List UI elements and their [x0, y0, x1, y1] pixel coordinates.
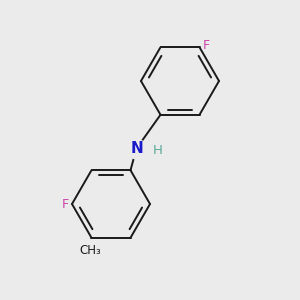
Text: F: F — [203, 39, 210, 52]
Text: CH₃: CH₃ — [79, 244, 101, 257]
Text: H: H — [153, 143, 163, 157]
Text: N: N — [130, 141, 143, 156]
Text: F: F — [61, 197, 68, 211]
